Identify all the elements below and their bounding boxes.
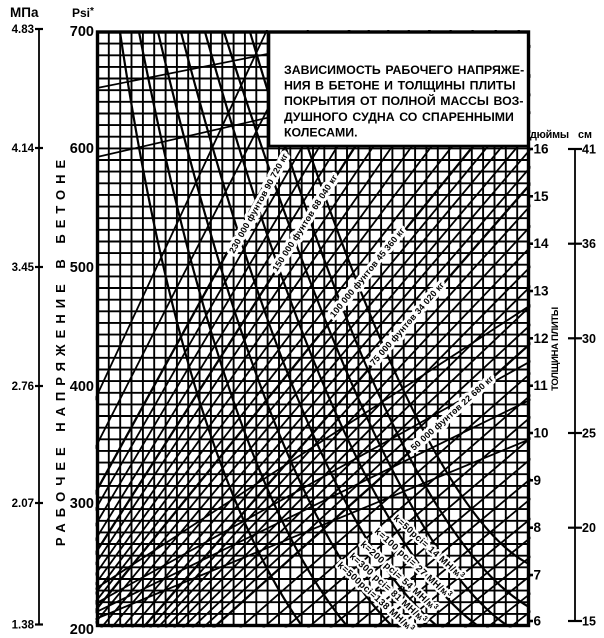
svg-text:10: 10 [534,426,549,441]
svg-text:20: 20 [582,521,596,535]
svg-text:6: 6 [534,614,542,629]
svg-text:13: 13 [534,284,550,299]
svg-text:4.83: 4.83 [12,24,34,36]
svg-text:8: 8 [534,520,542,535]
svg-text:7: 7 [534,568,542,583]
svg-text:НИЯ В БЕТОНЕ И ТОЛЩИНЫ ПЛИТЫ: НИЯ В БЕТОНЕ И ТОЛЩИНЫ ПЛИТЫ [284,79,516,93]
svg-text:200: 200 [70,622,94,638]
svg-text:МПа: МПа [10,5,39,20]
svg-text:ЗАВИСИМОСТЬ РАБОЧЕГО НАПРЯЖЕ-: ЗАВИСИМОСТЬ РАБОЧЕГО НАПРЯЖЕ- [284,63,524,77]
svg-text:Psi*: Psi* [72,6,94,20]
svg-text:3.45: 3.45 [12,262,35,274]
svg-text:РАБОЧЕЕ НАПРЯЖЕНИЕ В БЕТОНЕ: РАБОЧЕЕ НАПРЯЖЕНИЕ В БЕТОНЕ [53,154,68,546]
svg-text:см: см [578,129,592,141]
svg-text:36: 36 [582,237,596,251]
svg-text:2.76: 2.76 [12,381,34,393]
svg-text:ДУШНОГО СУДНА СО СПАРЕННЫМИ: ДУШНОГО СУДНА СО СПАРЕННЫМИ [284,110,514,124]
svg-text:11: 11 [534,378,549,393]
svg-text:9: 9 [534,473,542,488]
svg-text:600: 600 [70,141,94,157]
svg-text:12: 12 [534,331,549,346]
svg-text:4.14: 4.14 [12,143,35,155]
svg-text:16: 16 [534,142,550,157]
svg-text:700: 700 [70,24,94,40]
svg-text:14: 14 [534,236,550,251]
svg-text:дюймы: дюймы [530,129,569,141]
svg-text:2.07: 2.07 [12,498,34,510]
svg-text:15: 15 [534,189,550,204]
svg-text:15: 15 [582,615,596,629]
svg-text:ПОКРЫТИЯ ОТ ПОЛНОЙ МАССЫ ВОЗ-: ПОКРЫТИЯ ОТ ПОЛНОЙ МАССЫ ВОЗ- [284,93,523,108]
svg-text:25: 25 [582,427,596,441]
svg-text:300: 300 [70,496,94,512]
svg-text:30: 30 [582,332,596,346]
svg-text:КОЛЕСАМИ.: КОЛЕСАМИ. [284,125,358,139]
svg-text:ТОЛЩИНА ПЛИТЫ: ТОЛЩИНА ПЛИТЫ [550,307,561,391]
svg-text:400: 400 [70,379,94,395]
svg-text:1.38: 1.38 [12,620,35,632]
svg-text:41: 41 [582,143,596,157]
svg-text:500: 500 [70,260,94,276]
